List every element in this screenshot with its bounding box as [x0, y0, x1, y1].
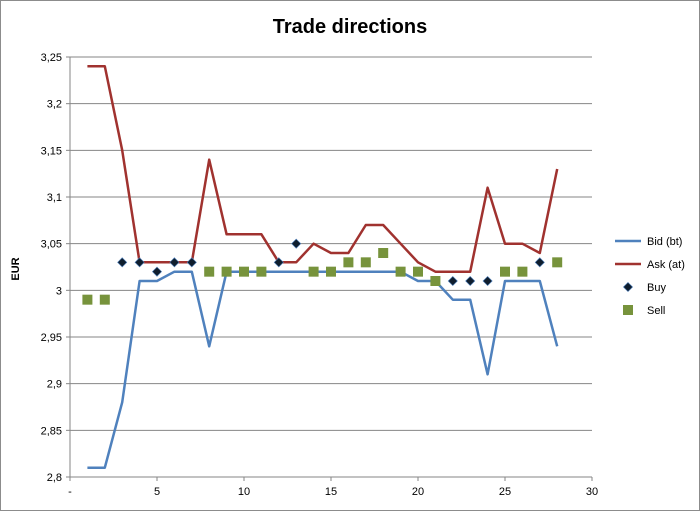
- x-tick-label: 10: [238, 486, 250, 498]
- axis-layer: 2,8 2,85 2,9 2,95 3 3,05 3,1 3,15 3,2 3,25 - 5 10 15 2…: [41, 52, 599, 498]
- y-tick-label: 2,8: [47, 472, 62, 484]
- buy-point: [186, 257, 197, 268]
- buy-point: [534, 257, 545, 268]
- sell-point: [326, 266, 336, 277]
- x-tick-label: 25: [499, 486, 511, 498]
- buy-point: [291, 238, 302, 249]
- legend-label-buy: Buy: [647, 282, 666, 294]
- sell-point: [360, 257, 371, 268]
- buy-point: [151, 266, 163, 277]
- ask-at-line: [87, 65, 559, 273]
- legend-label-ask-at: Ask (at): [647, 259, 685, 271]
- series-layer: [82, 65, 563, 469]
- legend-label-sell: Sell: [647, 305, 665, 317]
- sell-point: [500, 266, 510, 277]
- sell-point: [99, 294, 110, 305]
- sell-point: [308, 266, 319, 277]
- chart-title: Trade directions: [273, 16, 428, 38]
- x-tick-label: 5: [154, 486, 160, 498]
- y-tick-label: 2,9: [47, 379, 62, 391]
- legend: Bid (bt) Ask (at) Buy Sell: [615, 236, 685, 317]
- bid-bt-line: [87, 270, 559, 469]
- sell-point: [430, 276, 441, 286]
- y-tick-label: 3,15: [41, 145, 62, 157]
- sell-point: [239, 266, 249, 277]
- buy-point: [169, 257, 180, 268]
- grid-layer: [70, 56, 592, 431]
- x-tick-label: 20: [412, 486, 424, 498]
- buy-point: [447, 275, 458, 287]
- y-tick-label: 2,85: [41, 425, 62, 437]
- y-tick-label: 3,1: [47, 192, 62, 204]
- sell-point: [413, 266, 423, 277]
- sell-point: [82, 294, 93, 305]
- y-tick-label: 3,05: [41, 239, 62, 251]
- sell-point: [552, 257, 563, 268]
- sell-point: [256, 266, 267, 277]
- y-tick-label: 3: [56, 285, 62, 297]
- legend-swatch-sell: [623, 305, 633, 315]
- sell-point: [343, 257, 354, 268]
- sell-point: [378, 248, 389, 258]
- x-tick-label: 30: [586, 486, 598, 498]
- legend-swatch-buy: [622, 281, 634, 293]
- x-tick-label: 15: [325, 486, 337, 498]
- y-tick-label: 3,2: [47, 99, 62, 111]
- y-axis-title: EUR: [10, 257, 22, 280]
- sell-point: [204, 266, 215, 277]
- legend-label-bid-bt: Bid (bt): [647, 236, 682, 248]
- buy-point: [482, 275, 493, 287]
- sell-point: [221, 266, 232, 277]
- sell-point: [395, 266, 406, 277]
- y-tick-label: 2,95: [41, 332, 62, 344]
- y-tick-label: 3,25: [41, 52, 62, 64]
- buy-point: [465, 275, 476, 287]
- buy-point: [273, 257, 284, 268]
- buy-point: [134, 257, 145, 268]
- x-tick-label: -: [68, 486, 72, 498]
- sell-point: [517, 266, 528, 277]
- buy-point: [117, 257, 128, 268]
